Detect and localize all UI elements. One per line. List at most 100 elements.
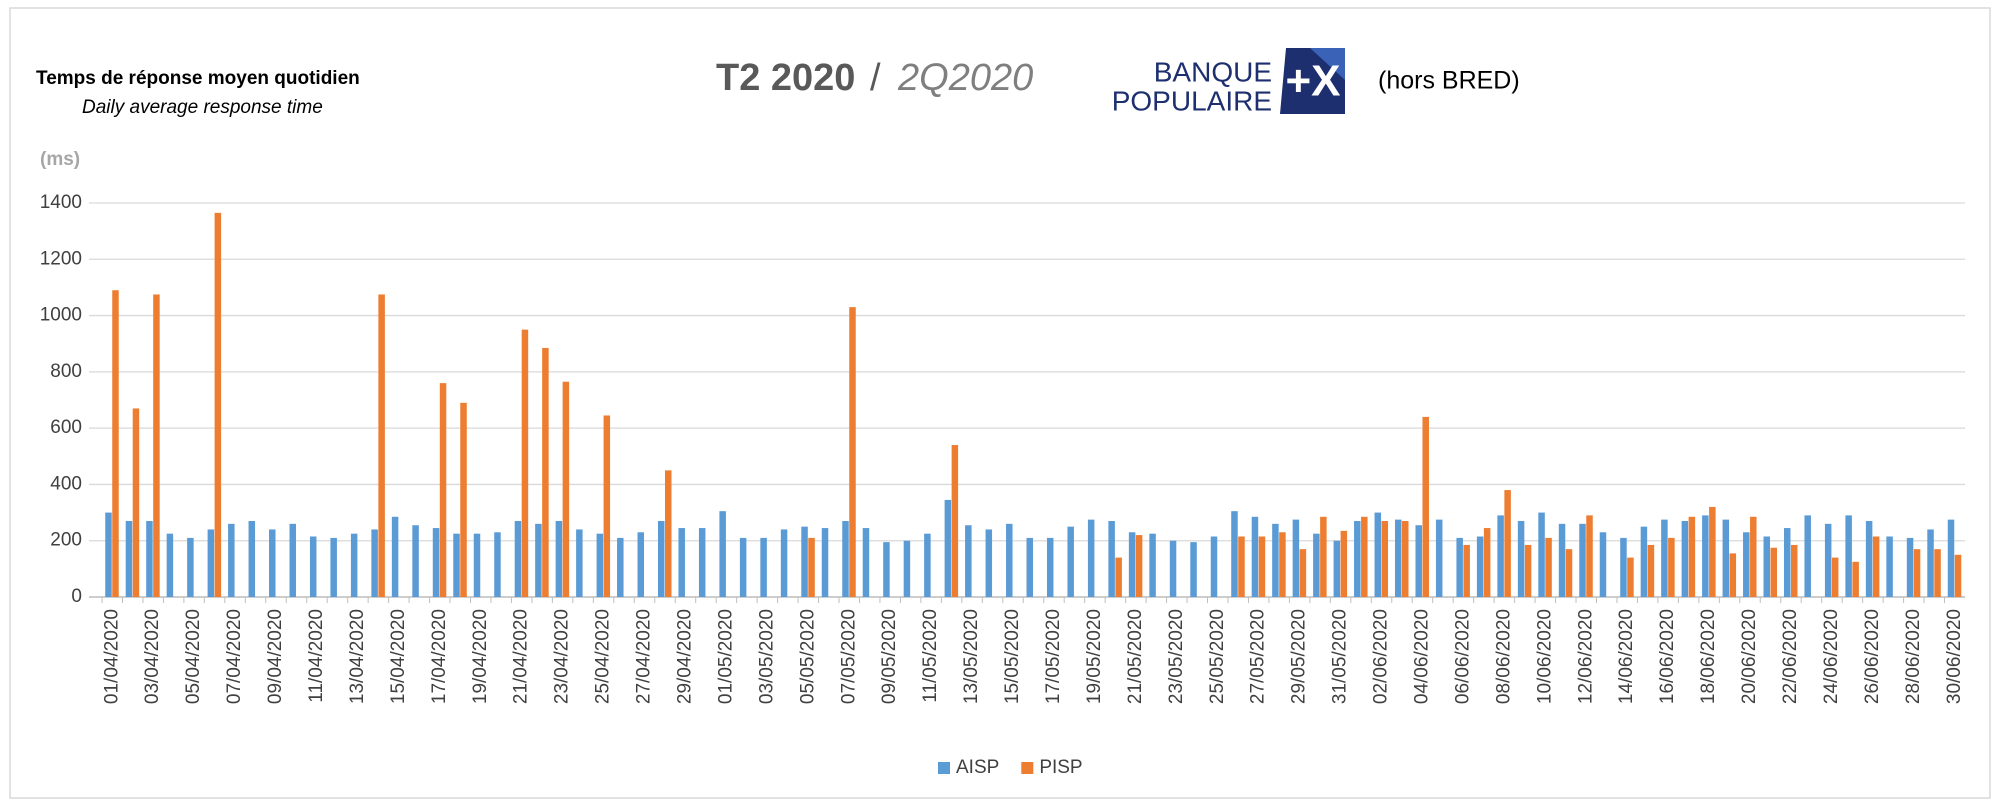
bar xyxy=(1722,519,1730,597)
bar xyxy=(1435,519,1443,597)
x-tick-label: 23/05/2020 xyxy=(1166,609,1187,704)
bar xyxy=(808,537,815,597)
bar xyxy=(1135,535,1143,597)
x-tick-label: 13/04/2020 xyxy=(347,609,368,704)
bar xyxy=(1524,544,1532,597)
x-tick-label: 29/04/2020 xyxy=(674,609,695,704)
x-tick-label: 03/04/2020 xyxy=(142,609,163,704)
bar xyxy=(1006,523,1013,597)
bar xyxy=(1824,523,1832,597)
bar xyxy=(1087,519,1095,597)
x-tick-label: 17/04/2020 xyxy=(429,609,450,704)
bar xyxy=(1852,561,1859,597)
x-tick-label: 27/04/2020 xyxy=(634,609,655,704)
bar xyxy=(1729,553,1737,597)
bar xyxy=(1299,549,1307,597)
bar xyxy=(1190,542,1197,597)
bar xyxy=(760,537,767,597)
x-tick-label: 07/05/2020 xyxy=(838,609,859,704)
bar xyxy=(330,537,337,597)
note: (hors BRED) xyxy=(1378,67,1520,95)
logo-accent xyxy=(1310,48,1345,80)
bar xyxy=(924,533,931,597)
x-tick-label: 25/05/2020 xyxy=(1207,609,1228,704)
bar xyxy=(1476,536,1484,597)
x-tick-label: 21/05/2020 xyxy=(1125,609,1146,704)
bar xyxy=(1620,537,1627,597)
bar xyxy=(1456,537,1463,597)
bar xyxy=(1538,512,1545,597)
legend-swatch xyxy=(1021,762,1034,774)
bar xyxy=(1497,515,1504,597)
bar xyxy=(1517,521,1525,597)
bar xyxy=(1661,519,1668,597)
bar xyxy=(1647,544,1655,597)
bar xyxy=(228,523,235,597)
bar xyxy=(1770,547,1778,597)
bar xyxy=(248,521,256,597)
bar xyxy=(1258,536,1266,597)
bar xyxy=(1381,521,1389,597)
bar xyxy=(542,347,549,597)
bar xyxy=(1128,532,1136,597)
bar xyxy=(664,470,672,597)
x-tick-label: 14/06/2020 xyxy=(1616,609,1637,704)
bar xyxy=(1906,537,1914,597)
bar xyxy=(1340,530,1348,597)
bar xyxy=(944,499,952,597)
bar xyxy=(1558,523,1566,597)
bar xyxy=(1354,521,1361,597)
bar xyxy=(842,521,849,597)
bar xyxy=(1913,549,1921,597)
bar xyxy=(603,415,611,597)
bar xyxy=(657,521,665,597)
x-tick-label: 28/06/2020 xyxy=(1903,609,1924,704)
bar xyxy=(821,528,829,597)
bar xyxy=(1210,536,1218,597)
x-tick-label: 27/05/2020 xyxy=(1248,609,1269,704)
bar xyxy=(719,511,726,597)
logo-mark: +X xyxy=(1285,57,1340,106)
y-tick-label: 1200 xyxy=(40,248,82,269)
x-tick-label: 19/04/2020 xyxy=(470,609,491,704)
legend-label: PISP xyxy=(1039,757,1082,778)
bar xyxy=(1422,416,1429,597)
x-tick-label: 13/05/2020 xyxy=(961,609,982,704)
x-tick-label: 06/06/2020 xyxy=(1452,609,1473,704)
x-tick-label: 01/05/2020 xyxy=(715,609,736,704)
bar xyxy=(514,521,522,597)
x-tick-label: 20/06/2020 xyxy=(1739,609,1760,704)
x-tick-label: 30/06/2020 xyxy=(1944,609,1965,704)
x-tick-label: 09/05/2020 xyxy=(879,609,900,704)
bar xyxy=(1954,554,1962,597)
x-tick-label: 24/06/2020 xyxy=(1821,609,1842,704)
x-tick-label: 07/04/2020 xyxy=(224,609,245,704)
bar xyxy=(617,537,624,597)
bar xyxy=(1115,557,1122,597)
bar xyxy=(985,529,993,597)
bar xyxy=(1395,519,1402,597)
bar xyxy=(1545,537,1552,597)
bar xyxy=(378,294,385,597)
bar xyxy=(698,528,706,597)
bar xyxy=(146,521,153,597)
bar xyxy=(432,528,440,597)
bar xyxy=(453,533,460,597)
bar xyxy=(207,529,215,597)
bar xyxy=(1579,523,1586,597)
bar xyxy=(903,540,911,597)
bar xyxy=(132,408,140,597)
bar xyxy=(1668,537,1675,597)
bar xyxy=(166,533,174,597)
bar xyxy=(1783,528,1791,597)
x-tick-label: 05/04/2020 xyxy=(183,609,204,704)
bar xyxy=(535,523,542,597)
y-tick-label: 600 xyxy=(50,417,82,438)
bar xyxy=(1279,532,1286,597)
bar xyxy=(1845,515,1852,597)
x-tick-label: 18/06/2020 xyxy=(1698,609,1719,704)
bar xyxy=(371,529,378,597)
bar xyxy=(214,212,222,597)
bar xyxy=(637,532,645,597)
